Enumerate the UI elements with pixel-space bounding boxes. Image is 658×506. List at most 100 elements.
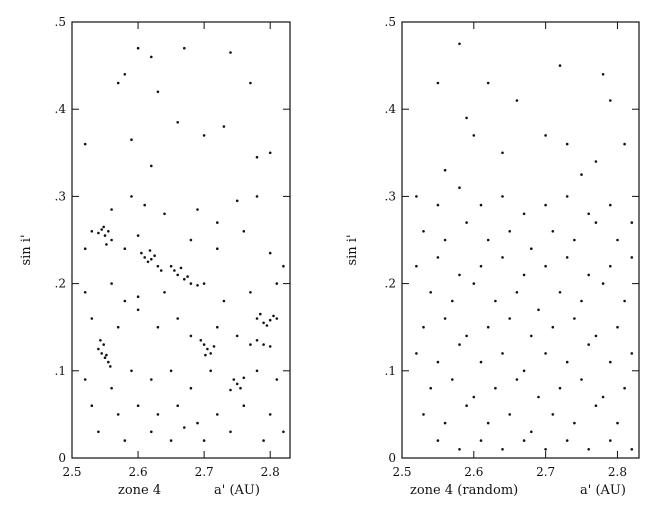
- data-point: [429, 291, 433, 294]
- data-point: [83, 378, 87, 381]
- y-tick-label: .4: [55, 102, 67, 116]
- data-point: [83, 291, 87, 294]
- data-point: [156, 413, 160, 416]
- data-point: [265, 324, 269, 327]
- data-point: [422, 230, 425, 233]
- data-point: [551, 230, 555, 233]
- data-point: [199, 339, 203, 342]
- data-point: [565, 142, 569, 146]
- data-point: [479, 360, 483, 364]
- data-point: [173, 269, 176, 272]
- data-point: [140, 251, 143, 255]
- data-point: [522, 212, 526, 216]
- data-point: [97, 430, 100, 434]
- data-point: [609, 99, 612, 102]
- data-point: [212, 345, 216, 348]
- data-point: [216, 247, 219, 250]
- data-point: [235, 199, 239, 203]
- data-point: [522, 369, 526, 373]
- data-point: [594, 221, 598, 224]
- data-point: [486, 421, 490, 425]
- data-point: [501, 448, 504, 451]
- data-point: [443, 317, 447, 320]
- data-point: [501, 195, 504, 198]
- data-point: [443, 168, 447, 172]
- y-tick-label: .2: [55, 277, 66, 291]
- data-point: [110, 238, 113, 242]
- x-tick-label: 2.8: [261, 465, 280, 479]
- data-point: [116, 413, 120, 416]
- data-point: [515, 291, 519, 294]
- data-point: [479, 439, 483, 442]
- data-point: [150, 430, 153, 434]
- y-tick-label: .1: [385, 364, 396, 378]
- data-point: [255, 195, 259, 198]
- data-point: [544, 448, 547, 451]
- data-point: [601, 395, 605, 399]
- data-point: [150, 164, 153, 168]
- data-point: [196, 421, 199, 425]
- data-point: [472, 282, 476, 285]
- data-point: [458, 42, 461, 46]
- data-point: [587, 212, 590, 216]
- data-point: [255, 155, 259, 159]
- data-point: [242, 230, 246, 233]
- data-point: [436, 360, 440, 364]
- y-tick-label: .2: [385, 277, 396, 291]
- plot-frame-right: [401, 21, 640, 459]
- data-point: [216, 413, 219, 416]
- data-point: [609, 264, 612, 268]
- data-point: [486, 81, 490, 85]
- data-point: [123, 299, 127, 303]
- data-point: [183, 277, 186, 281]
- data-point: [255, 339, 259, 342]
- data-point: [458, 273, 461, 277]
- data-point: [472, 134, 476, 137]
- data-point: [83, 142, 87, 146]
- data-point: [494, 386, 497, 390]
- x-tick-label: 2.6: [464, 465, 483, 479]
- data-point: [102, 343, 105, 346]
- data-point: [209, 369, 212, 373]
- data-point: [537, 395, 540, 399]
- data-point: [282, 264, 285, 268]
- data-point: [90, 404, 94, 408]
- data-point: [107, 230, 110, 233]
- data-point: [216, 221, 219, 224]
- data-point: [143, 256, 146, 259]
- data-point: [153, 254, 156, 257]
- data-point: [573, 317, 576, 320]
- data-point: [594, 404, 598, 408]
- data-point: [530, 247, 533, 250]
- data-point: [443, 421, 447, 425]
- data-point: [99, 339, 102, 342]
- xlabel-left-units: a' (AU): [214, 483, 260, 498]
- data-point: [272, 314, 275, 318]
- data-point: [169, 264, 173, 268]
- data-point: [429, 386, 433, 390]
- data-point: [156, 90, 160, 94]
- data-point: [107, 360, 110, 364]
- data-point: [415, 195, 418, 198]
- data-point: [268, 151, 272, 155]
- data-point: [609, 203, 612, 207]
- data-point: [587, 273, 590, 277]
- data-point: [623, 299, 626, 303]
- x-tick-label: 2.7: [536, 465, 555, 479]
- data-point: [202, 439, 206, 442]
- data-point: [623, 142, 626, 146]
- data-point: [268, 251, 272, 255]
- data-point: [196, 208, 199, 211]
- data-point: [436, 439, 440, 442]
- data-point: [229, 388, 232, 392]
- data-point: [422, 325, 425, 329]
- data-point: [594, 334, 598, 338]
- data-point: [458, 186, 461, 189]
- data-point: [189, 386, 193, 390]
- data-point: [239, 386, 242, 390]
- data-point: [262, 343, 265, 346]
- data-point: [136, 404, 140, 408]
- y-tick-label: 0: [388, 451, 396, 465]
- data-point: [565, 360, 569, 364]
